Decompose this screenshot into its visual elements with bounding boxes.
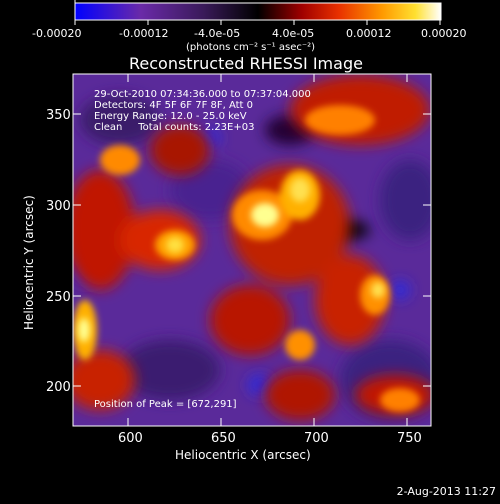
colorbar-gradient bbox=[74, 2, 442, 21]
colorbar-units: (photons cm⁻² s⁻¹ asec⁻²) bbox=[186, 42, 315, 53]
colorbar-ticks bbox=[74, 0, 441, 25]
image-frame bbox=[72, 73, 432, 427]
info-line: Detectors: 4F 5F 6F 7F 8F, Att 0 bbox=[94, 100, 253, 111]
y-tick-label: 350 bbox=[46, 108, 71, 123]
colorbar-tick-label: -0.00020 bbox=[32, 27, 81, 40]
info-line: Clean Total counts: 2.23E+03 bbox=[94, 122, 254, 133]
x-tick-label: 700 bbox=[304, 431, 329, 446]
x-axis-ticks bbox=[127, 74, 408, 426]
info-line: Energy Range: 12.0 - 25.0 keV bbox=[94, 111, 247, 122]
info-line: 29-Oct-2010 07:34:36.000 to 07:37:04.000 bbox=[94, 89, 311, 100]
x-tick-label: 600 bbox=[118, 431, 143, 446]
y-tick-label: 300 bbox=[46, 199, 71, 214]
y-axis-ticks bbox=[73, 113, 431, 387]
footer-date: 2-Aug-2013 11:27 bbox=[396, 485, 496, 498]
colorbar-tick-label: 0.00012 bbox=[346, 27, 392, 40]
colorbar-tick-label: -4.0e-05 bbox=[194, 27, 240, 40]
y-axis-label: Heliocentric Y (arcsec) bbox=[22, 195, 36, 330]
info-block: 29-Oct-2010 07:34:36.000 to 07:37:04.000… bbox=[94, 89, 311, 133]
peak-position-label: Position of Peak = [672,291] bbox=[94, 399, 237, 410]
colorbar-tick-label: 4.0e-05 bbox=[272, 27, 314, 40]
colorbar-tick-label: -0.00012 bbox=[119, 27, 168, 40]
rhessi-image bbox=[73, 74, 431, 426]
colorbar: -0.00020 -0.00012 -4.0e-05 4.0e-05 0.000… bbox=[32, 0, 467, 53]
y-tick-label: 200 bbox=[46, 380, 71, 395]
image-title: Reconstructed RHESSI Image bbox=[129, 54, 363, 73]
y-tick-label: 250 bbox=[46, 290, 71, 305]
colorbar-tick-label: 0.00020 bbox=[421, 27, 467, 40]
x-tick-label: 750 bbox=[397, 431, 422, 446]
x-axis-label: Heliocentric X (arcsec) bbox=[175, 448, 311, 462]
x-tick-label: 650 bbox=[211, 431, 236, 446]
